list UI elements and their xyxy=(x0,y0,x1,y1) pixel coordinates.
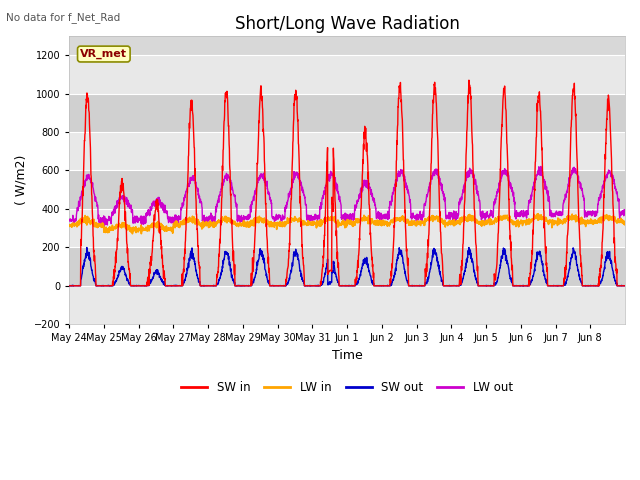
Line: LW out: LW out xyxy=(69,167,625,227)
Y-axis label: ( W/m2): ( W/m2) xyxy=(15,155,28,205)
LW out xyxy=(515,214,522,219)
LW in xyxy=(129,231,136,237)
LW in xyxy=(546,217,554,223)
SW out xyxy=(65,283,73,288)
LW out xyxy=(621,209,628,215)
SW out xyxy=(83,245,91,251)
SW in xyxy=(621,283,628,288)
SW out xyxy=(621,283,628,288)
SW out xyxy=(381,283,388,288)
SW in xyxy=(65,283,73,288)
SW in xyxy=(241,283,248,288)
Line: LW in: LW in xyxy=(69,214,625,234)
SW in xyxy=(613,283,621,288)
SW in xyxy=(121,203,129,209)
X-axis label: Time: Time xyxy=(332,349,362,362)
Bar xyxy=(69,132,625,170)
LW out xyxy=(241,214,249,220)
Line: SW in: SW in xyxy=(69,80,625,286)
LW out xyxy=(546,213,554,218)
Bar xyxy=(69,170,625,209)
Bar xyxy=(69,247,625,286)
SW in xyxy=(465,77,473,83)
LW out xyxy=(65,217,73,223)
LW in xyxy=(614,220,621,226)
Title: Short/Long Wave Radiation: Short/Long Wave Radiation xyxy=(235,15,460,33)
LW in xyxy=(621,219,628,225)
Bar xyxy=(69,94,625,132)
LW in xyxy=(534,211,542,216)
Text: VR_met: VR_met xyxy=(81,49,127,59)
SW in xyxy=(546,283,554,288)
LW in xyxy=(241,221,249,227)
LW in xyxy=(121,220,129,226)
Bar xyxy=(69,286,625,324)
SW out xyxy=(121,270,129,276)
LW out xyxy=(537,164,545,169)
Bar xyxy=(69,209,625,247)
Line: SW out: SW out xyxy=(69,248,625,286)
Bar xyxy=(69,55,625,94)
LW in xyxy=(65,223,73,229)
SW out xyxy=(546,283,554,288)
LW out xyxy=(100,224,108,229)
SW out xyxy=(515,283,522,288)
SW in xyxy=(515,283,522,288)
LW in xyxy=(381,219,388,225)
LW in xyxy=(515,218,522,224)
LW out xyxy=(121,198,129,204)
LW out xyxy=(614,192,621,198)
SW out xyxy=(613,283,621,288)
Legend: SW in, LW in, SW out, LW out: SW in, LW in, SW out, LW out xyxy=(177,377,518,399)
Text: No data for f_Net_Rad: No data for f_Net_Rad xyxy=(6,12,121,23)
SW out xyxy=(241,283,249,288)
SW in xyxy=(380,283,388,288)
LW out xyxy=(381,212,388,217)
